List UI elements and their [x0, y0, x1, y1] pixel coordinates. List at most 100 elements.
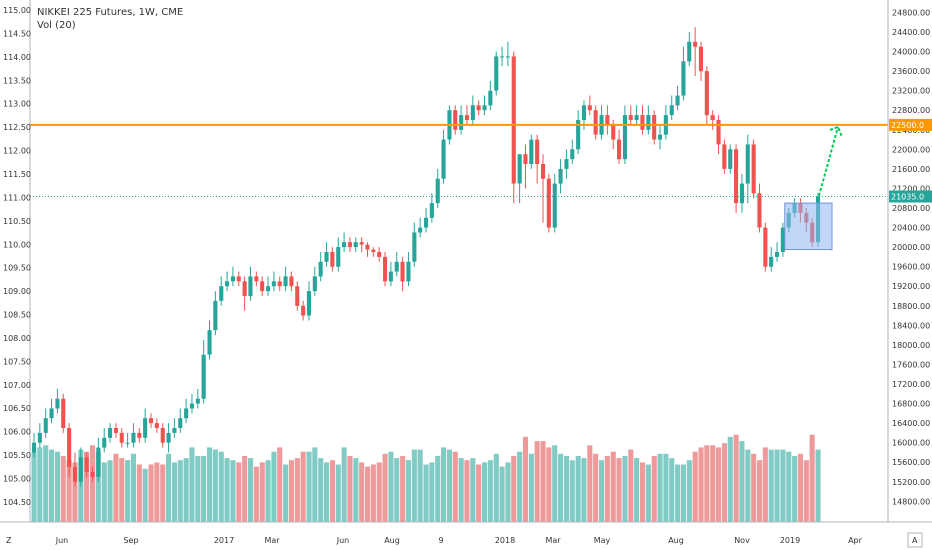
candle-body: [78, 457, 83, 482]
candle-body: [289, 276, 294, 287]
candle-body: [371, 249, 376, 252]
candle-body: [675, 95, 680, 106]
candle-body: [535, 139, 540, 164]
volume-bar: [242, 456, 248, 522]
time-axis-label: Sep: [123, 536, 138, 545]
left-axis-tick: 107.50: [3, 357, 31, 366]
volume-bar: [528, 453, 534, 522]
time-axis-label: Nov: [734, 536, 750, 545]
candle-body: [453, 110, 458, 130]
volume-bar: [575, 456, 581, 522]
candle-body: [248, 276, 253, 296]
volume-bar: [476, 464, 482, 522]
right-axis-tick: 16000.00: [892, 439, 930, 448]
volume-bar: [651, 456, 657, 522]
volume-bar: [49, 449, 55, 522]
candle-body: [710, 115, 715, 120]
volume-bar: [786, 451, 792, 522]
volume-bar: [54, 451, 60, 522]
candle-body: [295, 286, 300, 306]
candle-body: [435, 178, 440, 204]
candle-body: [429, 203, 434, 218]
volume-bar: [248, 458, 254, 522]
candle-body: [353, 242, 358, 248]
volume-bar: [540, 441, 546, 522]
left-price-axis[interactable]: 115.00 114.50 114.00 113.50 113.00 112.50 112.…: [0, 0, 31, 550]
right-axis-tick: 20400.00: [892, 224, 930, 233]
candle-body: [593, 110, 598, 135]
candle-body: [84, 457, 89, 472]
symbol-title[interactable]: NIKKEI 225 Futures, 1W, CME: [37, 7, 184, 18]
candle-body: [722, 144, 727, 169]
volume-bar: [757, 460, 763, 522]
volume-bar: [569, 460, 575, 522]
candle-body: [482, 105, 487, 111]
candle-body: [693, 41, 698, 47]
candle-body: [424, 217, 429, 228]
candle-body: [266, 286, 271, 292]
candle-body: [780, 227, 785, 252]
candle-body: [359, 242, 364, 245]
volume-bar: [166, 453, 172, 522]
candle-body: [704, 71, 709, 116]
level-price-label: 22500.0: [891, 121, 924, 130]
candle-body: [67, 428, 72, 468]
time-axis-label: 2019: [780, 536, 800, 545]
volume-bar: [265, 460, 271, 522]
time-axis-label: Apr: [848, 536, 863, 545]
volume-bar: [599, 460, 605, 522]
volume-bar: [388, 451, 394, 522]
candle-body: [377, 252, 382, 257]
volume-bar: [31, 451, 37, 522]
volume-bar: [739, 441, 745, 522]
volume-bar: [458, 458, 464, 522]
right-axis-tick: 22000.00: [892, 145, 930, 154]
volume-bar: [300, 451, 306, 522]
candle-body: [32, 442, 37, 453]
right-axis-tick: 20800.00: [892, 204, 930, 213]
volume-bar: [60, 456, 66, 522]
volume-bar: [745, 449, 751, 522]
candle-body: [757, 193, 762, 228]
candle-body: [207, 330, 212, 355]
candle-body: [564, 159, 569, 169]
volume-bar: [189, 447, 195, 522]
volume-indicator-label[interactable]: Vol (20): [37, 20, 76, 31]
candle-body: [541, 164, 546, 179]
volume-bar: [657, 453, 663, 522]
volume-bar: [347, 456, 353, 522]
candle-body: [652, 115, 657, 140]
projection-arrow: [818, 126, 839, 197]
candle-body: [260, 281, 265, 292]
volume-bar: [411, 449, 417, 522]
candle-body: [745, 144, 750, 184]
time-axis[interactable]: Jun Sep 2017 Mar Jun Aug 9 2018 Mar May Aug Nov 2019…: [0, 521, 932, 548]
projection-arrow-head: [829, 125, 843, 138]
candle-body: [184, 408, 189, 419]
volume-bar: [610, 451, 616, 522]
candle-body: [383, 256, 388, 282]
volume-bar: [306, 451, 312, 522]
volume-bar: [283, 464, 289, 522]
left-axis-tick: 105.50: [3, 451, 31, 460]
candle-body: [400, 261, 405, 282]
volume-bar: [721, 443, 727, 522]
candle-body: [763, 227, 768, 267]
candle-body: [698, 46, 703, 72]
time-axis-label: May: [594, 536, 611, 545]
candle-body: [406, 261, 411, 282]
candle-body: [90, 472, 95, 477]
candle-body: [751, 144, 756, 194]
volume-bar: [84, 451, 90, 522]
right-axis-tick: 17600.00: [892, 360, 930, 369]
volume-bar: [423, 464, 429, 522]
candle-body: [283, 276, 288, 287]
left-axis-tick: 104.50: [3, 498, 31, 507]
left-axis-tick: 110.00: [3, 240, 31, 249]
volume-bar: [546, 447, 552, 522]
volume-bar: [435, 456, 441, 522]
volume-bar: [224, 458, 230, 522]
candle-body: [634, 115, 639, 120]
right-price-axis[interactable]: 24800.00 24400.00 24000.00 23600.00 23200.00…: [887, 0, 932, 550]
